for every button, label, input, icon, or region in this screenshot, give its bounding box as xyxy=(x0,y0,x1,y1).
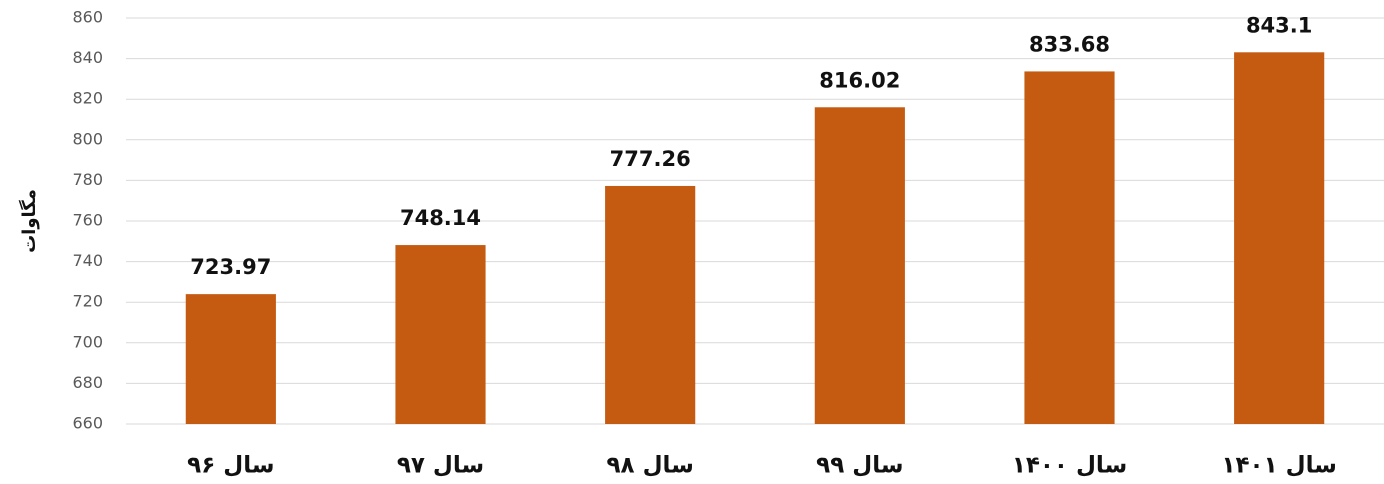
x-tick-label: سال ۱۴۰۰ xyxy=(1012,453,1127,479)
y-tick-label: 840 xyxy=(72,48,103,67)
x-tick-label: سال ۹۸ xyxy=(607,453,694,479)
y-tick-label: 860 xyxy=(72,8,103,27)
y-tick-label: 780 xyxy=(72,170,103,189)
y-tick-label: 660 xyxy=(72,414,103,433)
y-tick-label: 820 xyxy=(72,89,103,108)
x-tick-label: سال ۹۹ xyxy=(816,453,903,479)
bar xyxy=(1234,52,1325,424)
bar xyxy=(605,185,696,424)
x-tick-label: سال ۹۷ xyxy=(397,453,484,479)
x-tick-label: سال ۱۴۰۱ xyxy=(1221,453,1336,479)
data-label: 833.68 xyxy=(1029,32,1110,56)
data-label: 748.14 xyxy=(400,206,481,230)
data-label: 816.02 xyxy=(819,68,900,92)
y-tick-label: 760 xyxy=(72,211,103,230)
y-tick-label: 700 xyxy=(72,332,103,351)
x-tick-label: سال ۹۶ xyxy=(187,453,274,479)
data-label: 843.1 xyxy=(1246,13,1312,37)
y-tick-label: 800 xyxy=(72,129,103,148)
y-tick-label: 740 xyxy=(72,251,103,270)
y-tick-label: 680 xyxy=(72,373,103,392)
y-tick-label: 720 xyxy=(72,292,103,311)
y-axis-label: مگاوات xyxy=(18,189,40,253)
bar xyxy=(395,245,486,424)
bar xyxy=(814,107,905,424)
bar xyxy=(185,294,276,424)
data-label: 777.26 xyxy=(610,147,691,171)
data-label: 723.97 xyxy=(190,255,271,279)
bar xyxy=(1024,71,1115,425)
